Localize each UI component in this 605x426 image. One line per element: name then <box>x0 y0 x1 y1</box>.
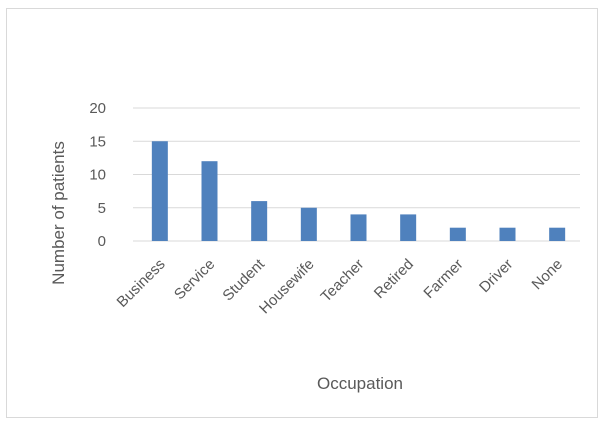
y-tick-label: 20 <box>89 100 106 117</box>
bar-farmer <box>449 227 466 241</box>
bar-driver <box>499 227 516 241</box>
bar-teacher <box>350 214 367 241</box>
x-tick-label: Farmer <box>420 256 466 302</box>
bars <box>151 141 566 241</box>
bar-none <box>549 227 566 241</box>
x-tick-label: Business <box>114 256 169 311</box>
y-tick-label: 15 <box>89 133 106 150</box>
x-tick-label: None <box>529 256 566 293</box>
x-tick-label: Retired <box>371 256 417 302</box>
y-axis-title: Number of patients <box>49 141 68 285</box>
bar-student <box>251 201 268 241</box>
y-axis-ticks: 0 5 10 15 20 <box>89 100 106 250</box>
bar-retired <box>400 214 417 241</box>
x-tick-label: Teacher <box>318 256 368 306</box>
x-tick-label: Student <box>219 255 268 304</box>
bar-business <box>151 141 168 241</box>
x-tick-label: Driver <box>476 256 516 296</box>
y-tick-label: 0 <box>98 233 106 250</box>
x-tick-label: Service <box>171 256 218 303</box>
y-tick-label: 10 <box>89 167 106 184</box>
bar-housewife <box>300 207 317 241</box>
y-tick-label: 5 <box>98 200 106 217</box>
bar-service <box>201 161 218 241</box>
x-tick-label: Housewife <box>256 256 318 318</box>
x-axis-title: Occupation <box>317 374 403 393</box>
